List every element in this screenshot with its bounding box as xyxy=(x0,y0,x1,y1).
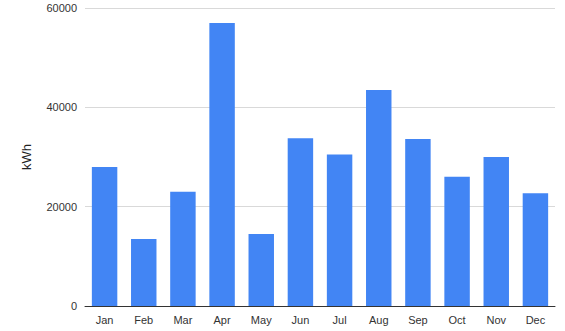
svg-text:Oct: Oct xyxy=(449,314,466,326)
svg-text:60000: 60000 xyxy=(46,2,77,14)
svg-text:0: 0 xyxy=(71,300,77,312)
svg-text:Apr: Apr xyxy=(214,314,231,326)
svg-text:Dec: Dec xyxy=(526,314,546,326)
svg-text:May: May xyxy=(251,314,272,326)
svg-text:Sep: Sep xyxy=(408,314,428,326)
svg-text:Jan: Jan xyxy=(96,314,114,326)
svg-text:kWh: kWh xyxy=(19,144,34,170)
svg-text:Jun: Jun xyxy=(292,314,310,326)
svg-text:Aug: Aug xyxy=(369,314,389,326)
svg-text:40000: 40000 xyxy=(46,101,77,113)
svg-text:Feb: Feb xyxy=(134,314,153,326)
svg-text:Mar: Mar xyxy=(173,314,192,326)
svg-text:Nov: Nov xyxy=(486,314,506,326)
svg-text:20000: 20000 xyxy=(46,201,77,213)
svg-text:Jul: Jul xyxy=(333,314,347,326)
